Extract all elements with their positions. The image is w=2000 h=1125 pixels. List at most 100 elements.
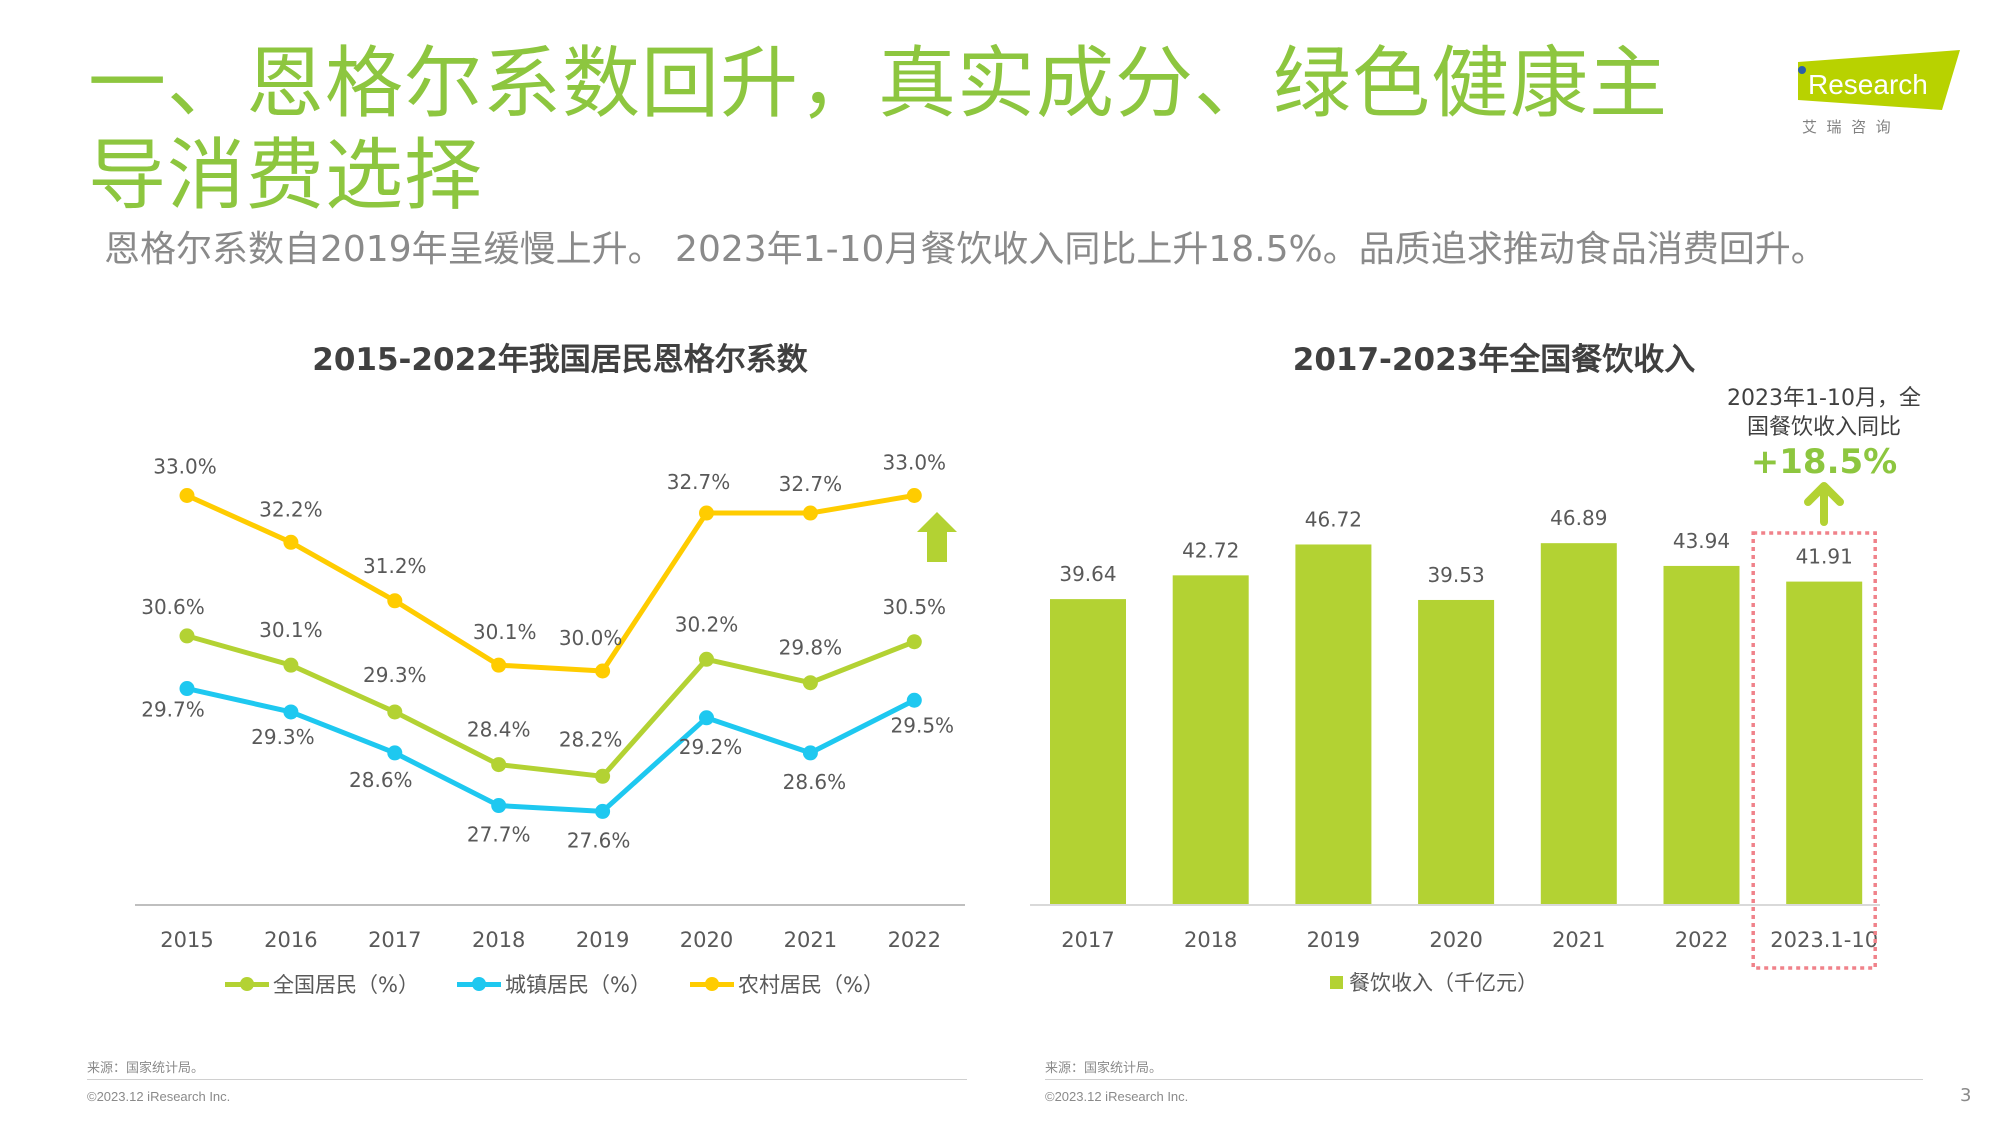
- x-tick-label: 2019: [576, 928, 629, 952]
- data-label: 29.2%: [679, 735, 743, 759]
- bar: [1786, 581, 1863, 905]
- bar-value-label: 46.72: [1305, 507, 1362, 531]
- data-point: [802, 745, 818, 761]
- data-point: [491, 657, 507, 673]
- x-tick-label: 2021: [1552, 928, 1605, 952]
- data-label: 29.7%: [141, 698, 205, 722]
- bar-value-label: 39.53: [1427, 563, 1484, 587]
- data-point: [283, 657, 299, 673]
- bar-value-label: 41.91: [1796, 545, 1853, 569]
- bar: [1295, 544, 1372, 905]
- growth-annotation: 2023年1-10月，全 国餐饮收入同比 +18.5%: [1727, 384, 1921, 482]
- x-tick-label: 2021: [784, 928, 837, 952]
- series-line: [186, 633, 916, 779]
- x-tick-label: 2018: [1184, 928, 1237, 952]
- bar: [1540, 543, 1617, 905]
- x-tick-label: 2015: [160, 928, 213, 952]
- data-label: 30.2%: [675, 612, 739, 636]
- data-label: 32.7%: [779, 472, 843, 496]
- data-point: [179, 488, 195, 503]
- source-note-left: 来源：国家统计局。: [87, 1061, 205, 1076]
- data-point: [906, 692, 922, 708]
- x-tick-label: 2023.1-10: [1770, 928, 1878, 952]
- bar-value-label: 42.72: [1182, 538, 1239, 562]
- data-point: [179, 628, 195, 644]
- data-point: [802, 505, 818, 521]
- data-label: 29.3%: [363, 663, 427, 687]
- source-note-right: 来源：国家统计局。: [1045, 1061, 1163, 1076]
- data-point: [387, 593, 403, 609]
- bar: [1050, 599, 1126, 905]
- legend-item-catering-revenue: 餐饮收入（千亿元）: [1330, 967, 1538, 997]
- data-point: [906, 634, 922, 650]
- data-label: 33.0%: [883, 451, 947, 475]
- bar-value-label: 39.64: [1059, 562, 1116, 586]
- legend-item-national: 全国居民（%）: [225, 969, 419, 999]
- data-label: 30.1%: [259, 618, 323, 642]
- x-tick-label: 2018: [472, 928, 525, 952]
- annotation-text-line2: 国餐饮收入同比: [1746, 415, 1902, 440]
- data-point: [283, 534, 299, 550]
- series-line: [185, 493, 915, 674]
- legend-label: 全国居民（%）: [273, 973, 419, 997]
- legend-label: 餐饮收入（千亿元）: [1349, 971, 1538, 995]
- footer-divider-left: [87, 1079, 967, 1080]
- legend-item-rural: 农村居民（%）: [690, 969, 884, 999]
- line-chart: 2015 2016 2017 2018 2019 2020 2021 2022 30.6% 30.…: [135, 451, 965, 952]
- x-tick-label: 2022: [1675, 928, 1728, 952]
- logo-brand-text: Research: [1808, 69, 1928, 100]
- legend-square-icon: [1330, 975, 1343, 989]
- line-chart-title: 2015-2022年我国居民恩格尔系数: [312, 342, 808, 378]
- data-label: 31.2%: [363, 554, 427, 578]
- data-label: 30.1%: [473, 620, 537, 644]
- data-label: 30.0%: [559, 626, 623, 650]
- data-label: 28.2%: [559, 727, 623, 751]
- logo-parallelogram: [1798, 50, 1960, 110]
- data-label: 27.6%: [567, 828, 631, 852]
- page-title: 一、恩格尔系数回升，真实成分、绿色健康主导消费选择: [88, 39, 1669, 221]
- footer-divider-right: [1045, 1079, 1923, 1080]
- data-point: [491, 757, 507, 773]
- page-subtitle: 恩格尔系数自2019年呈缓慢上升。 2023年1-10月餐饮收入同比上升18.5…: [104, 229, 1827, 270]
- data-label: 28.6%: [783, 770, 847, 794]
- legend-line-marker-icon: [457, 976, 501, 991]
- data-point: [699, 651, 714, 667]
- data-point: [283, 704, 299, 720]
- legend-item-urban: 城镇居民（%）: [457, 969, 651, 999]
- copyright-left: ©2023.12 iResearch Inc.: [87, 1089, 231, 1104]
- data-label: 29.8%: [779, 636, 843, 660]
- x-tick-label: 2020: [680, 928, 733, 952]
- logo-mark-icon: Research 艾 瑞 咨 询: [1798, 50, 1960, 136]
- highlight-dashed-box: [1751, 531, 1877, 970]
- up-arrow-icon: [1804, 482, 1844, 526]
- data-point: [387, 745, 403, 761]
- data-point: [802, 675, 818, 691]
- page-number: 3: [1960, 1085, 1972, 1106]
- data-label: 33.0%: [153, 455, 217, 479]
- legend-label: 农村居民（%）: [738, 973, 884, 997]
- data-label: 29.5%: [891, 713, 955, 737]
- x-tick-label: 2019: [1307, 928, 1360, 952]
- legend-label: 城镇居民（%）: [505, 973, 651, 997]
- bar: [1172, 575, 1249, 905]
- data-label: 32.2%: [259, 497, 323, 521]
- annotation-value: +18.5%: [1750, 442, 1898, 482]
- bar: [1418, 599, 1495, 905]
- x-tick-label: 2020: [1429, 928, 1482, 952]
- x-tick-label: 2022: [888, 928, 941, 952]
- iresearch-logo: Research 艾 瑞 咨 询: [1790, 48, 1970, 138]
- data-label: 28.6%: [349, 768, 413, 792]
- data-point: [595, 663, 611, 679]
- data-point: [699, 505, 714, 521]
- bar-value-label: 46.89: [1550, 506, 1607, 530]
- up-arrow-icon: [917, 512, 957, 562]
- series-line: [186, 686, 916, 814]
- data-label: 30.5%: [883, 595, 947, 619]
- logo-tagline: 艾 瑞 咨 询: [1802, 118, 1891, 136]
- data-point: [387, 704, 403, 720]
- copyright-right: ©2023.12 iResearch Inc.: [1045, 1089, 1189, 1104]
- bar-chart-title: 2017-2023年全国餐饮收入: [1292, 342, 1696, 378]
- data-point: [491, 798, 507, 814]
- bar: [1663, 565, 1740, 905]
